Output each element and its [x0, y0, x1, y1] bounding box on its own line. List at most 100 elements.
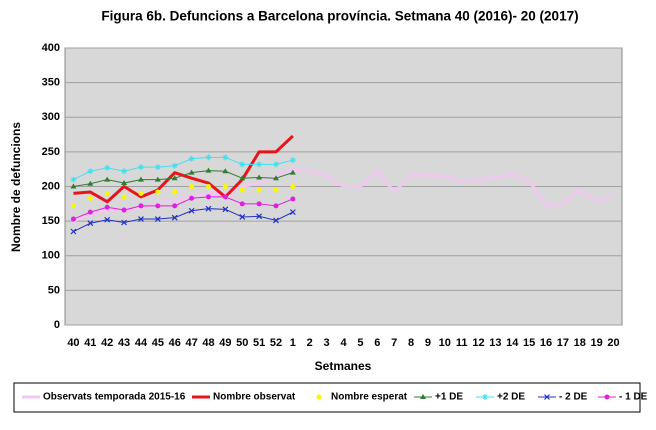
- x-tick-label: 43: [118, 337, 130, 349]
- point: [154, 164, 161, 171]
- point: [272, 161, 279, 168]
- point: [70, 176, 77, 183]
- point: [104, 190, 110, 196]
- legend-label: Observats temporada 2015-16: [43, 392, 186, 403]
- series-line: [73, 170, 294, 187]
- point: [171, 214, 178, 221]
- x-tick-label: 6: [374, 337, 380, 349]
- x-tick-label: 46: [169, 337, 181, 349]
- x-tick-label: 15: [523, 337, 535, 349]
- point: [289, 157, 296, 164]
- point: [70, 228, 77, 235]
- point: [137, 164, 144, 171]
- x-tick-label: 47: [185, 337, 197, 349]
- point: [70, 183, 77, 189]
- x-tick-label: 14: [506, 337, 519, 349]
- point: [290, 184, 296, 189]
- x-tick-label: 11: [456, 337, 468, 349]
- point: [104, 216, 111, 223]
- point: [154, 216, 161, 222]
- point: [205, 167, 212, 173]
- x-tick-label: 4: [340, 337, 347, 349]
- x-tick-label: 18: [574, 337, 586, 349]
- point: [604, 394, 610, 400]
- series-line: [72, 167, 615, 223]
- point: [205, 184, 211, 189]
- point: [482, 394, 488, 400]
- point: [273, 217, 279, 224]
- point: [239, 187, 245, 193]
- x-tick-label: 44: [135, 337, 148, 349]
- point: [155, 203, 161, 209]
- point: [189, 195, 195, 201]
- x-tick-label: 13: [489, 337, 501, 349]
- x-tick-label: 19: [591, 337, 603, 349]
- legend-label: - 1 DE: [619, 392, 648, 403]
- x-tick-label: 41: [84, 337, 96, 349]
- legend-label: +1 DE: [435, 392, 463, 403]
- point: [188, 169, 195, 175]
- x-tick-label: 12: [472, 337, 484, 349]
- point: [222, 206, 229, 213]
- point: [222, 168, 229, 174]
- x-tick-label: 52: [270, 337, 282, 349]
- x-tick-label: 51: [253, 337, 265, 349]
- legend-box: [13, 382, 641, 413]
- point: [138, 203, 144, 209]
- point: [188, 155, 195, 162]
- point: [239, 201, 245, 207]
- point: [138, 190, 144, 196]
- y-tick-label: 50: [48, 284, 60, 296]
- x-tick-label: 3: [324, 337, 330, 349]
- point: [172, 189, 178, 195]
- x-tick-label: 7: [391, 337, 397, 349]
- point: [87, 168, 94, 175]
- x-tick-label: 50: [236, 337, 248, 349]
- point: [70, 216, 76, 222]
- chart-title: Figura 6b. Defuncions a Barcelona provín…: [101, 9, 578, 24]
- x-tick-label: 17: [557, 337, 569, 349]
- point: [239, 214, 246, 220]
- point: [104, 164, 111, 171]
- x-tick-label: 20: [607, 337, 619, 349]
- x-tick-label: 16: [540, 337, 552, 349]
- y-tick-label: 250: [42, 146, 60, 158]
- point: [138, 216, 144, 222]
- point: [272, 175, 279, 181]
- y-tick-label: 100: [42, 250, 60, 262]
- point: [256, 187, 262, 193]
- y-axis-title: Nombre de defuncions: [9, 122, 23, 252]
- point: [239, 175, 246, 181]
- x-tick-label: 10: [439, 337, 451, 349]
- point: [316, 394, 322, 400]
- point: [155, 189, 161, 195]
- series-line: [73, 208, 294, 232]
- point: [256, 213, 263, 220]
- legend-label: +2 DE: [497, 392, 525, 403]
- x-tick-label: 2: [307, 337, 313, 349]
- y-tick-label: 200: [42, 180, 60, 192]
- point: [121, 219, 128, 226]
- point: [420, 394, 426, 399]
- point: [87, 195, 93, 201]
- point: [104, 204, 110, 210]
- point: [222, 194, 228, 200]
- point: [239, 161, 246, 168]
- x-tick-label: 49: [219, 337, 231, 349]
- x-tick-label: 45: [152, 337, 164, 349]
- x-tick-label: 1: [290, 337, 296, 349]
- point: [222, 154, 229, 161]
- x-tick-label: 40: [67, 337, 79, 349]
- point: [273, 187, 279, 193]
- point: [256, 161, 263, 168]
- point: [121, 194, 127, 200]
- point: [290, 196, 296, 202]
- point: [273, 203, 279, 209]
- point: [137, 176, 144, 182]
- x-tick-label: 42: [101, 337, 113, 349]
- point: [256, 174, 263, 180]
- point: [205, 194, 211, 200]
- point: [172, 203, 178, 209]
- point: [121, 180, 128, 186]
